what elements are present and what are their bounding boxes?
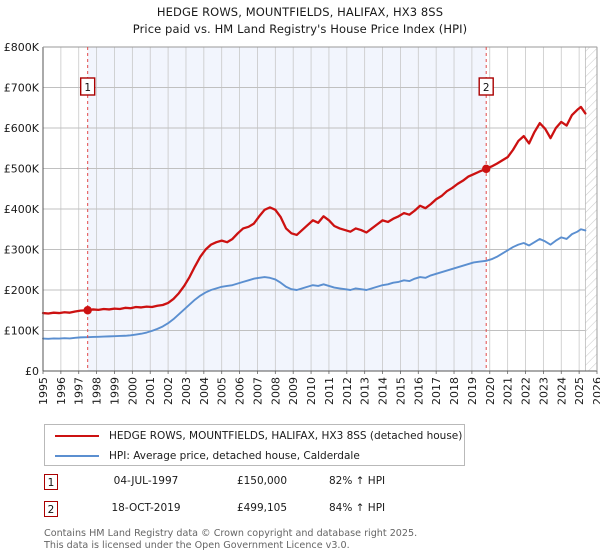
x-axis-tick-label: 2022 bbox=[520, 377, 533, 405]
y-axis-tick-label: £500K bbox=[4, 163, 40, 176]
copyright-footer: Contains HM Land Registry data © Crown c… bbox=[44, 528, 574, 551]
y-axis-tick-label: £200K bbox=[4, 284, 40, 297]
chart-marker-label-1: 1 bbox=[84, 82, 91, 94]
x-axis-tick-label: 2005 bbox=[216, 377, 229, 405]
x-axis-tick-label: 1998 bbox=[91, 377, 104, 405]
x-axis-tick-label: 2020 bbox=[484, 377, 497, 405]
x-axis-tick-label: 2001 bbox=[144, 377, 157, 405]
y-axis-tick-label: £600K bbox=[4, 122, 40, 135]
chart-marker-badge-1[interactable] bbox=[79, 77, 96, 96]
page-title: HEDGE ROWS, MOUNTFIELDS, HALIFAX, HX3 8S… bbox=[0, 4, 600, 38]
x-axis-tick-label: 2017 bbox=[430, 377, 443, 405]
transaction-date-2: 18-OCT-2019 bbox=[111, 502, 181, 514]
transaction-hpi-2: 84% ↑ HPI bbox=[329, 502, 386, 514]
y-axis-tick-label: £800K bbox=[4, 41, 40, 54]
x-axis-tick-label: 2014 bbox=[377, 377, 390, 405]
legend-item-price-paid: HEDGE ROWS, MOUNTFIELDS, HALIFAX, HX3 8S… bbox=[45, 425, 464, 446]
x-axis-tick-label: 2010 bbox=[305, 377, 318, 405]
y-axis-tick-label: £400K bbox=[4, 203, 40, 216]
x-axis-tick-label: 1995 bbox=[37, 377, 50, 405]
series-line-price-paid bbox=[41, 105, 587, 315]
transaction-point-2[interactable] bbox=[482, 164, 491, 174]
legend-item-hpi: HPI: Average price, detached house, Cald… bbox=[45, 445, 464, 466]
x-axis-tick-label: 2018 bbox=[448, 377, 461, 405]
table-row[interactable]: 1 04-JUL-1997 £150,000 82% ↑ HPI bbox=[44, 472, 474, 499]
legend-label-price-paid: HEDGE ROWS, MOUNTFIELDS, HALIFAX, HX3 8S… bbox=[109, 429, 463, 442]
y-axis-tick-label: £0 bbox=[25, 365, 39, 378]
transactions-table: 1 04-JUL-1997 £150,000 82% ↑ HPI 2 18-OC… bbox=[44, 472, 474, 526]
legend-label-hpi: HPI: Average price, detached house, Cald… bbox=[109, 449, 360, 462]
transaction-price-1: £150,000 bbox=[236, 475, 288, 487]
x-axis-tick-label: 2009 bbox=[287, 377, 300, 405]
footer-line-1: Contains HM Land Registry data © Crown c… bbox=[44, 528, 418, 539]
x-axis-tick-label: 1996 bbox=[55, 377, 68, 405]
x-axis-tick-label: 1999 bbox=[108, 377, 121, 405]
x-axis-tick-label: 2012 bbox=[341, 377, 354, 405]
x-axis-tick-label: 2003 bbox=[180, 377, 193, 405]
transaction-badge-1: 1 bbox=[44, 474, 58, 490]
y-axis-tick-label: £700K bbox=[4, 82, 40, 95]
chart-marker-badge-2[interactable] bbox=[478, 77, 494, 96]
x-axis-tick-label: 2023 bbox=[537, 377, 550, 405]
footer-line-2: This data is licensed under the Open Gov… bbox=[44, 539, 350, 551]
y-axis-tick-label: £300K bbox=[4, 244, 40, 257]
x-axis-tick-label: 2026 bbox=[591, 377, 600, 405]
x-axis-tick-label: 2002 bbox=[162, 377, 175, 405]
x-axis-tick-label: 2000 bbox=[126, 377, 139, 405]
x-axis-tick-label: 2007 bbox=[251, 377, 264, 405]
price-chart: £0 £100K £200K £300K £400K £500K £600K £700K £80… bbox=[4, 41, 600, 405]
x-axis-tick-label: 1997 bbox=[73, 377, 86, 405]
x-axis-tick-label: 2013 bbox=[359, 377, 372, 405]
x-axis-tick-label: 2004 bbox=[198, 377, 211, 405]
x-axis-tick-label: 2021 bbox=[502, 377, 515, 405]
x-axis-tick-label: 2025 bbox=[573, 377, 586, 405]
chart-marker-label-2: 2 bbox=[483, 82, 490, 94]
title-line-1: HEDGE ROWS, MOUNTFIELDS, HALIFAX, HX3 8S… bbox=[156, 5, 444, 19]
transaction-hpi-1: 82% ↑ HPI bbox=[329, 475, 386, 487]
x-axis-tick-label: 2008 bbox=[269, 377, 282, 405]
legend-swatch-price-paid bbox=[55, 434, 99, 437]
x-axis-tick-label: 2024 bbox=[555, 377, 568, 405]
transaction-point-1[interactable] bbox=[83, 306, 92, 315]
x-axis-tick-label: 2006 bbox=[234, 377, 247, 405]
title-line-2: Price paid vs. HM Land Registry's House … bbox=[132, 22, 468, 36]
x-axis-tick-label: 2015 bbox=[394, 377, 407, 405]
transaction-badge-2: 2 bbox=[44, 501, 58, 517]
chart-legend: HEDGE ROWS, MOUNTFIELDS, HALIFAX, HX3 8S… bbox=[44, 424, 465, 466]
transaction-date-1: 04-JUL-1997 bbox=[113, 475, 179, 487]
x-axis-tick-label: 2019 bbox=[466, 377, 479, 405]
legend-swatch-hpi bbox=[55, 454, 99, 457]
series-line-hpi bbox=[42, 228, 587, 340]
x-axis-tick-label: 2016 bbox=[412, 377, 425, 405]
transaction-price-2: £499,105 bbox=[236, 502, 288, 514]
x-axis-tick-label: 2011 bbox=[323, 377, 336, 405]
table-row[interactable]: 2 18-OCT-2019 £499,105 84% ↑ HPI bbox=[44, 499, 474, 526]
y-axis-tick-label: £100K bbox=[4, 325, 40, 338]
